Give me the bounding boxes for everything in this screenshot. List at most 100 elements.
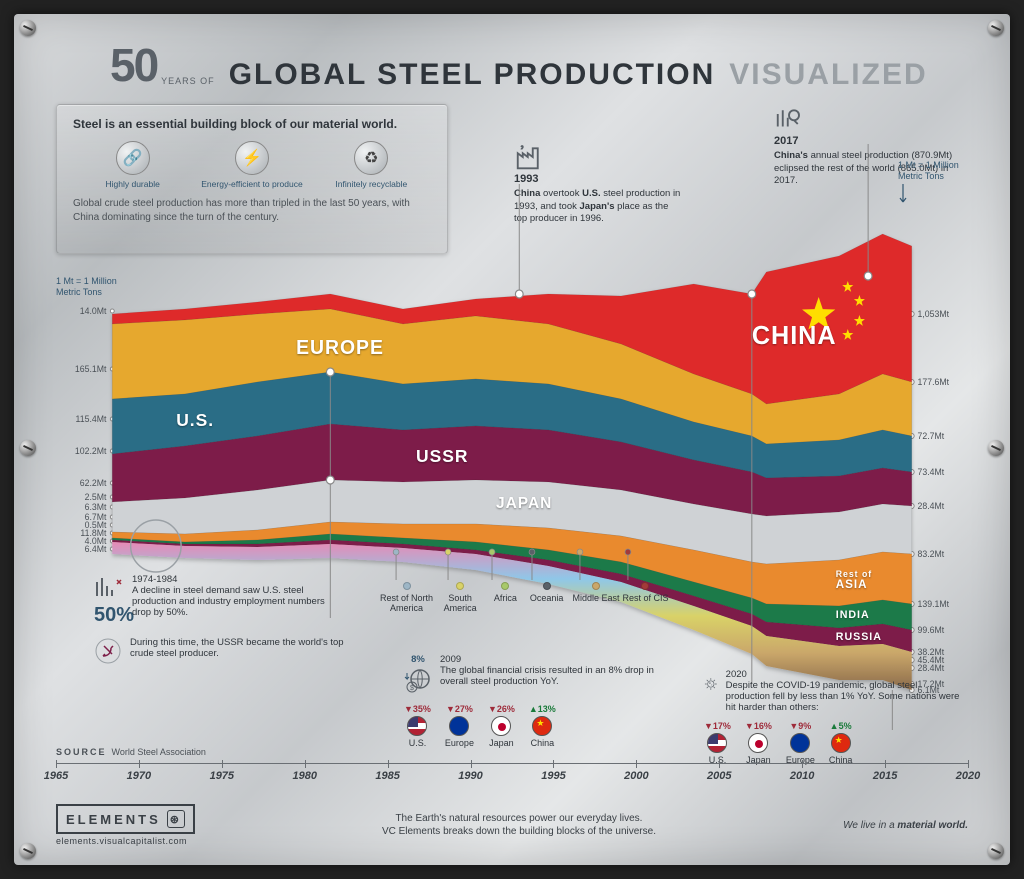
callout-year: 2017 (774, 134, 974, 148)
svg-text:6.4Mt: 6.4Mt (85, 544, 107, 554)
brand-block: ELEMENTS ⊛ elements.visualcapitalist.com (56, 804, 195, 846)
screw-icon (20, 843, 36, 859)
flag-icon (831, 733, 851, 753)
link-icon: 🔗 (116, 141, 150, 175)
intro-icon-energy: ⚡ Energy-efficient to produce (197, 141, 307, 189)
svg-text:139.1Mt: 139.1Mt (918, 599, 950, 609)
svg-text:14.0Mt: 14.0Mt (80, 306, 107, 316)
svg-text:165.1Mt: 165.1Mt (75, 364, 107, 374)
flag-icon (449, 716, 469, 736)
page-title: 50 YEARS OF GLOBAL STEEL PRODUCTION VISU… (110, 38, 970, 92)
intro-icon-durable: 🔗 Highly durable (78, 141, 188, 189)
left-axis: 14.0Mt 165.1Mt 115.4Mt 102.2Mt 62.2Mt 2.5Mt 6.… (75, 306, 114, 554)
flag-stat: ▼27% Europe (445, 704, 474, 748)
flag-stat: ▼17% U.S. (704, 721, 731, 765)
flag-icon (491, 716, 511, 736)
svg-text:INDIA: INDIA (836, 609, 870, 621)
svg-text:73.4Mt: 73.4Mt (918, 467, 945, 477)
flag-stat: ▲5% China (829, 721, 853, 765)
callout-text: China overtook U.S. steel production in … (514, 188, 684, 225)
svg-text:72.7Mt: 72.7Mt (918, 431, 945, 441)
globe-down-icon: 8% $ (404, 654, 432, 696)
screw-icon (988, 843, 1004, 859)
callout-text: A decline in steel demand saw U.S. steel… (132, 585, 344, 618)
factory-icon (514, 142, 544, 172)
svg-text:RUSSIA: RUSSIA (836, 631, 882, 643)
callout-1974: 50% 1974-1984 A decline in steel demand … (94, 574, 344, 681)
screw-icon (988, 20, 1004, 36)
svg-text:177.6Mt: 177.6Mt (918, 377, 950, 387)
legend-item: Oceania (519, 582, 575, 603)
flag-stat: ▼16% Japan (745, 721, 772, 765)
intro-panel: Steel is an essential building block of … (56, 104, 448, 254)
callout-text: During this time, the USSR became the wo… (130, 637, 344, 659)
svg-text:U.S.: U.S. (176, 410, 214, 430)
unit-note-right: 1 Mt = 1 Million Metric Tons (898, 160, 978, 208)
flag-icon (790, 733, 810, 753)
callout-text: Despite the COVID-19 pandemic, global st… (726, 680, 964, 713)
legend-item: Middle East (568, 582, 624, 603)
svg-text:2.5Mt: 2.5Mt (85, 492, 107, 502)
bolt-icon: ⚡ (235, 141, 269, 175)
hammer-sickle-icon (94, 637, 122, 671)
intro-icon-recycle: ♻ Infinitely recyclable (316, 141, 426, 189)
title-suffix: VISUALIZED (729, 58, 927, 92)
legend-item: Rest of CIS (617, 582, 673, 603)
recycle-icon: ♻ (354, 141, 388, 175)
callout-year: 2009 (440, 654, 684, 665)
virus-icon (704, 669, 718, 699)
intro-icons: 🔗 Highly durable ⚡ Energy-efficient to p… (73, 141, 431, 189)
flag-icon (707, 733, 727, 753)
flag-icon (532, 716, 552, 736)
bar-chart-down-icon: 50% (94, 574, 124, 627)
svg-text:CHINA: CHINA (752, 322, 837, 350)
chart-magnify-icon (774, 104, 804, 134)
flag-stat: ▲13% China (529, 704, 556, 748)
callout-1993: 1993 China overtook U.S. steel productio… (514, 142, 684, 225)
svg-text:99.6Mt: 99.6Mt (918, 625, 945, 635)
title-main: GLOBAL STEEL PRODUCTION (229, 58, 716, 92)
legend-item: Rest of North America (379, 582, 435, 613)
right-axis: 1,053Mt 177.6Mt 72.7Mt 73.4Mt 28.4Mt 83.2Mt 13… (909, 309, 949, 695)
callout-2020: 2020 Despite the COVID-19 pandemic, glob… (704, 669, 964, 765)
svg-text:USSR: USSR (416, 446, 468, 466)
arrow-down-icon (898, 184, 908, 208)
callout-text: The global financial crisis resulted in … (440, 665, 684, 687)
footer-tagline: We live in a material world. (843, 820, 968, 831)
screw-icon (988, 440, 1004, 456)
svg-text:ASIA: ASIA (836, 577, 868, 591)
callout-year: 1974-1984 (132, 574, 344, 585)
title-years: YEARS OF (161, 76, 215, 86)
svg-text:JAPAN: JAPAN (496, 495, 552, 512)
intro-icon-label: Energy-efficient to produce (197, 179, 307, 189)
svg-text:62.2Mt: 62.2Mt (80, 478, 107, 488)
svg-text:EUROPE: EUROPE (296, 337, 384, 359)
svg-text:102.2Mt: 102.2Mt (75, 446, 107, 456)
svg-text:28.4Mt: 28.4Mt (918, 501, 945, 511)
screw-icon (20, 440, 36, 456)
intro-subtext: Global crude steel production has more t… (73, 197, 431, 225)
svg-text:115.4Mt: 115.4Mt (76, 414, 107, 424)
svg-text:$: $ (410, 685, 414, 692)
footer-mid: The Earth's natural resources power our … (195, 812, 843, 838)
svg-text:83.2Mt: 83.2Mt (918, 549, 945, 559)
source-line: SOURCE World Steel Association (56, 747, 206, 757)
callout-2009: 8% $ 2009 The global financial crisis re… (404, 654, 684, 748)
screw-icon (20, 20, 36, 36)
brand-url: elements.visualcapitalist.com (56, 836, 195, 846)
brand-logo: ELEMENTS ⊛ (56, 804, 195, 834)
atom-icon: ⊛ (167, 810, 185, 828)
title-number: 50 (110, 38, 157, 92)
metal-plate: 50 YEARS OF GLOBAL STEEL PRODUCTION VISU… (14, 14, 1010, 865)
callout-year: 1993 (514, 172, 684, 186)
x-axis-timeline: 1965197019751980198519901995200020052010… (56, 763, 968, 793)
flag-stat: ▼26% Japan (488, 704, 515, 748)
callout-year: 2020 (726, 669, 964, 680)
intro-heading: Steel is an essential building block of … (73, 117, 431, 131)
flag-icon (407, 716, 427, 736)
intro-icon-label: Infinitely recyclable (316, 179, 426, 189)
intro-icon-label: Highly durable (78, 179, 188, 189)
svg-text:1,053Mt: 1,053Mt (918, 309, 950, 319)
flag-icon (748, 733, 768, 753)
flag-stat: ▼9% Europe (786, 721, 815, 765)
